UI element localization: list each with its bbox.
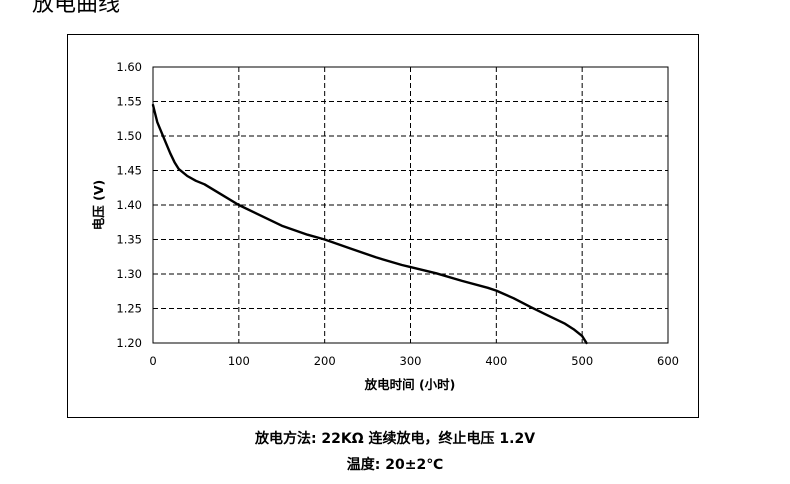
y-tick-label: 1.45 bbox=[116, 164, 142, 178]
y-tick-label: 1.55 bbox=[116, 95, 142, 109]
y-tick-label: 1.60 bbox=[116, 60, 142, 74]
x-axis-label: 放电时间 (小时) bbox=[364, 377, 456, 392]
y-tick-label: 1.30 bbox=[116, 267, 142, 281]
y-tick-label: 1.20 bbox=[116, 336, 142, 350]
y-tick-label: 1.40 bbox=[116, 198, 142, 212]
grid-lines bbox=[153, 67, 668, 343]
x-axis-ticks: 0 100 200 300 400 500 600 bbox=[149, 354, 679, 368]
x-tick-label: 100 bbox=[228, 354, 250, 368]
y-axis-ticks: 1.20 1.25 1.30 1.35 1.40 1.45 1.50 1.55 1.60 bbox=[116, 60, 142, 350]
x-tick-label: 400 bbox=[485, 354, 507, 368]
chart-heading: 放电曲线 bbox=[32, 0, 121, 17]
x-tick-label: 500 bbox=[571, 354, 593, 368]
chart-frame bbox=[67, 34, 699, 418]
y-tick-label: 1.25 bbox=[116, 302, 142, 316]
x-tick-label: 300 bbox=[400, 354, 422, 368]
discharge-method-caption: 放电方法: 22KΩ 连续放电，终止电压 1.2V bbox=[254, 431, 536, 447]
x-tick-label: 0 bbox=[149, 354, 156, 368]
x-tick-label: 200 bbox=[314, 354, 336, 368]
temperature-caption: 温度: 20±2℃ bbox=[346, 457, 444, 473]
y-axis-label: 电压 (V) bbox=[91, 180, 106, 230]
y-tick-label: 1.50 bbox=[116, 129, 142, 143]
x-tick-label: 600 bbox=[657, 354, 679, 368]
discharge-curve-line bbox=[151, 103, 588, 345]
plot-area-border bbox=[152, 66, 669, 344]
y-tick-label: 1.35 bbox=[116, 233, 142, 247]
